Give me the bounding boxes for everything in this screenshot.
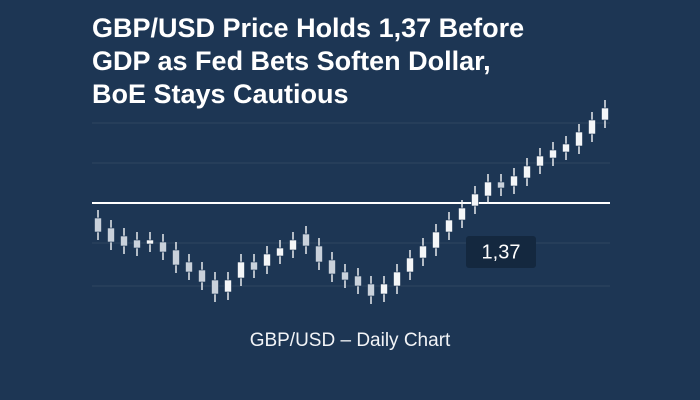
candle-body: [380, 283, 388, 295]
candle-body: [497, 181, 505, 189]
candle-body: [341, 271, 349, 281]
candle-body: [198, 269, 206, 283]
candle-body: [458, 207, 466, 221]
candle-body: [432, 231, 440, 249]
candle-body: [471, 193, 479, 207]
candle-body: [159, 241, 167, 253]
candle-body: [523, 165, 531, 179]
candle-body: [562, 143, 570, 153]
candle-body: [406, 257, 414, 273]
candle-body: [276, 247, 284, 257]
title-line: GDP as Fed Bets Soften Dollar,: [92, 46, 491, 76]
candle-body: [237, 261, 245, 279]
candle-body: [367, 283, 375, 297]
candle-body: [510, 175, 518, 187]
candle-body: [250, 261, 258, 271]
candle-body: [393, 271, 401, 287]
candle-body: [133, 239, 141, 249]
candle-body: [601, 107, 609, 121]
candle-body: [172, 249, 180, 266]
candle-body: [549, 149, 557, 159]
candle-body: [146, 239, 154, 245]
candle-body: [211, 279, 219, 295]
candle-body: [328, 259, 336, 275]
candle-body: [302, 233, 310, 247]
candle-body: [120, 235, 128, 247]
candle-body: [289, 239, 297, 251]
candle-body: [484, 181, 492, 197]
reference-label-text: 1,37: [482, 241, 521, 263]
title-line: GBP/USD Price Holds 1,37 Before: [92, 13, 524, 43]
reference-label-box: [466, 236, 536, 268]
candle-body: [419, 245, 427, 259]
candle-body: [94, 217, 102, 233]
candle-body: [185, 261, 193, 273]
candle-body: [588, 119, 596, 135]
x-axis-label: GBP/USD – Daily Chart: [250, 330, 451, 351]
title-line: BoE Stays Cautious: [92, 79, 349, 109]
candle-body: [315, 245, 323, 263]
candle-body: [445, 219, 453, 233]
candle-body: [354, 275, 362, 287]
candle-body: [575, 131, 583, 147]
candle-body: [263, 253, 271, 267]
candle-body: [224, 279, 232, 293]
candle-body: [107, 227, 115, 243]
reference-label: 1,37: [466, 236, 536, 268]
candle-body: [536, 155, 544, 167]
